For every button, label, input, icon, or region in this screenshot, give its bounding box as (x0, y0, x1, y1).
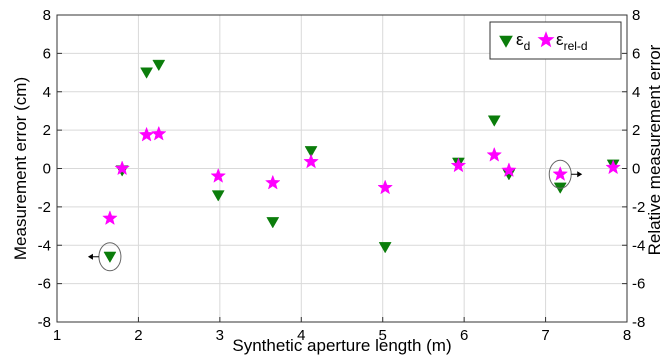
y2-tick-label: 2 (632, 122, 640, 139)
grid-lines (56, 14, 628, 323)
triangle-point-0-7 (378, 242, 392, 254)
data-marks (102, 59, 621, 263)
x-tick-label: 6 (460, 327, 468, 344)
y-tick-label: 8 (43, 7, 51, 24)
y2-tick-label: 8 (632, 7, 640, 24)
x-tick-label: 7 (541, 327, 549, 344)
x-tick-label: 4 (297, 327, 305, 344)
star-point-1-10 (501, 162, 517, 178)
y-tick-label: 0 (43, 161, 51, 178)
star-point-1-8 (450, 157, 467, 173)
legend-label-0: εd (516, 30, 530, 53)
star-point-1-12 (605, 159, 621, 175)
triangle-point-0-6 (304, 146, 318, 158)
star-point-1-7 (377, 179, 393, 195)
y2-axis-title: Relative measurement error (645, 44, 664, 255)
y2-tick-label: 6 (632, 45, 640, 62)
y2-tick-label: -4 (632, 237, 645, 254)
legend-label-1: εrel-d (556, 30, 588, 53)
star-point-1-3 (150, 125, 167, 141)
y-axis-title: Measurement error (cm) (11, 77, 30, 260)
star-point-1-6 (303, 153, 319, 169)
x-tick-label: 8 (623, 327, 631, 344)
y2-tick-label: -2 (632, 199, 645, 216)
x-tick-label: 3 (216, 327, 224, 344)
y-tick-label: -6 (38, 276, 51, 293)
y2-tick-label: -8 (632, 314, 645, 331)
annotation-arrowhead-0 (87, 253, 93, 260)
star-point-1-9 (486, 146, 503, 162)
triangle-point-0-5 (266, 217, 280, 229)
x-tick-label: 5 (379, 327, 387, 344)
star-point-1-1 (114, 160, 130, 176)
triangle-point-0-4 (211, 190, 225, 202)
y-tick-label: -4 (38, 237, 51, 254)
triangle-point-0-2 (140, 67, 154, 79)
y-tick-label: -2 (38, 199, 51, 216)
y2-tick-label: -6 (632, 276, 645, 293)
star-point-1-0 (102, 210, 118, 226)
star-point-1-5 (264, 174, 281, 190)
annotations (87, 159, 583, 272)
legend-marker-1 (537, 31, 555, 48)
y-tick-label: 6 (43, 45, 51, 62)
star-point-1-11 (552, 166, 569, 181)
triangle-point-0-3 (152, 59, 166, 72)
legend-marker-0 (499, 35, 513, 48)
legend: εd εrel-d (489, 21, 622, 60)
triangle-point-0-9 (487, 115, 501, 127)
y-tick-label: -8 (38, 314, 51, 331)
x-tick-label: 1 (53, 327, 61, 344)
y-tick-label: 4 (43, 84, 51, 101)
y2-tick-label: 0 (632, 161, 640, 178)
legend-box (489, 21, 622, 60)
star-point-1-4 (210, 167, 227, 183)
y-tick-label: 2 (43, 122, 51, 139)
y2-tick-label: 4 (632, 84, 640, 101)
x-axis-title: Synthetic aperture length (m) (232, 336, 451, 355)
annotation-arrowhead-1 (577, 171, 583, 178)
x-tick-label: 2 (134, 327, 142, 344)
triangle-point-0-0 (103, 251, 117, 263)
star-point-1-2 (138, 126, 155, 142)
